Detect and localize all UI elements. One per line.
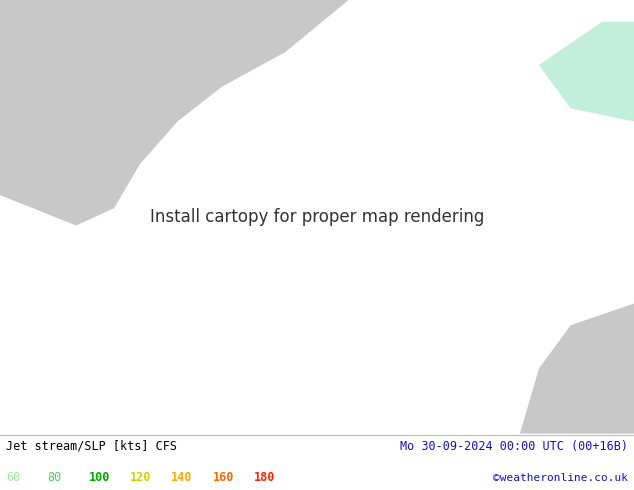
Text: 80: 80: [48, 471, 61, 484]
Text: ©weatheronline.co.uk: ©weatheronline.co.uk: [493, 472, 628, 483]
Text: 160: 160: [212, 471, 234, 484]
Text: 60: 60: [6, 471, 20, 484]
Text: 120: 120: [130, 471, 152, 484]
Polygon shape: [0, 0, 349, 225]
Text: 100: 100: [89, 471, 110, 484]
Text: 180: 180: [254, 471, 275, 484]
Text: Jet stream/SLP [kts] CFS: Jet stream/SLP [kts] CFS: [6, 440, 178, 453]
Text: Install cartopy for proper map rendering: Install cartopy for proper map rendering: [150, 208, 484, 226]
Polygon shape: [539, 22, 634, 122]
Text: Mo 30-09-2024 00:00 UTC (00+16B): Mo 30-09-2024 00:00 UTC (00+16B): [399, 440, 628, 453]
Text: 140: 140: [171, 471, 193, 484]
Polygon shape: [520, 304, 634, 434]
